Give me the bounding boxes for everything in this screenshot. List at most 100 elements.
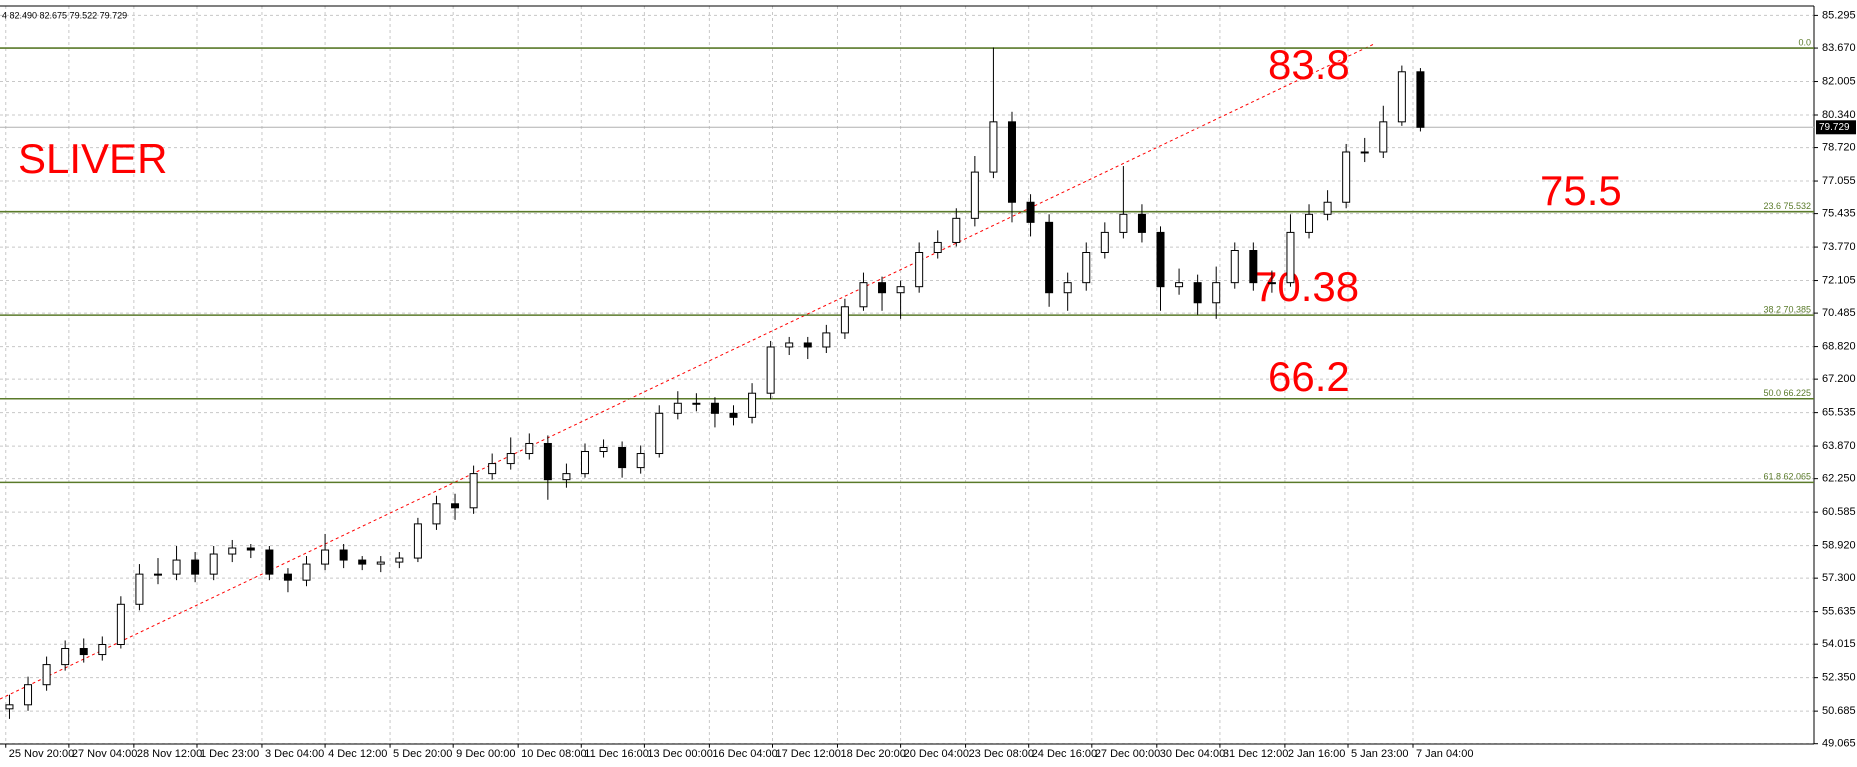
- y-tick-label: 82.005: [1822, 75, 1856, 87]
- x-tick-label: 17 Dec 12:00: [775, 748, 840, 760]
- candle-body: [358, 559, 367, 565]
- annotation: 66.2: [1268, 353, 1350, 400]
- fib-label: 38.2 70.385: [1763, 304, 1811, 314]
- x-tick-label: 2 Jan 16:00: [1288, 748, 1346, 760]
- fib-label: 50.0 66.225: [1763, 388, 1811, 398]
- candle-body: [636, 453, 645, 469]
- y-tick-label: 80.340: [1822, 109, 1856, 121]
- candle-body: [729, 412, 738, 418]
- candle-body: [1193, 282, 1202, 304]
- candle-body: [339, 549, 348, 561]
- x-tick-label: 16 Dec 04:00: [712, 748, 777, 760]
- candle-body: [562, 473, 571, 481]
- candle-body: [246, 547, 255, 551]
- annotations: SLIVER 83.8 75.5 70.38 66.2: [18, 41, 1622, 400]
- candle-body: [1323, 201, 1332, 215]
- candle-body: [321, 549, 330, 565]
- x-tick-label: 18 Dec 20:00: [840, 748, 905, 760]
- x-tick-label: 31 Dec 12:00: [1223, 748, 1288, 760]
- y-tick-label: 68.820: [1822, 340, 1856, 352]
- y-tick-label: 83.670: [1822, 42, 1856, 54]
- candle-body: [692, 402, 701, 405]
- candle-body: [24, 684, 33, 706]
- candle-body: [172, 559, 181, 575]
- candle-body: [1082, 252, 1091, 284]
- candle-body: [451, 503, 460, 509]
- y-tick-label: 62.250: [1822, 473, 1856, 485]
- candle-body: [525, 442, 534, 455]
- candle-body: [803, 342, 812, 348]
- y-tick-label: 77.055: [1822, 175, 1856, 187]
- candle-body: [98, 643, 107, 656]
- candle-body: [1305, 213, 1314, 233]
- candle-body: [302, 563, 311, 581]
- annotation: 83.8: [1268, 41, 1350, 88]
- x-tick-label: 13 Dec 00:00: [647, 748, 712, 760]
- candle-body: [710, 402, 719, 414]
- y-tick-label: 49.065: [1822, 738, 1856, 750]
- candle-body: [748, 392, 757, 418]
- candle-body: [1249, 249, 1258, 284]
- current-price-box: [1816, 120, 1856, 135]
- candle-body: [135, 573, 144, 605]
- candle-body: [1397, 71, 1406, 123]
- y-tick-label: 55.635: [1822, 606, 1856, 618]
- candle-body: [191, 559, 200, 575]
- candle-body: [61, 648, 70, 666]
- candle-body: [469, 473, 478, 509]
- x-tick-label: 20 Dec 04:00: [904, 748, 969, 760]
- candle-body: [543, 442, 552, 481]
- current-price-label: 79.729: [1819, 122, 1850, 133]
- candle-body: [395, 557, 404, 563]
- candle-body: [506, 453, 515, 465]
- y-tick-label: 60.585: [1822, 506, 1856, 518]
- candle-body: [952, 217, 961, 243]
- candle-body: [79, 648, 88, 656]
- candle-body: [42, 664, 51, 686]
- candle-body: [283, 573, 292, 581]
- candle-body: [1026, 201, 1035, 223]
- x-tick-label: 1 Dec 23:00: [200, 748, 259, 760]
- candle-body: [1286, 231, 1295, 284]
- candle-body: [153, 573, 162, 576]
- x-tick-label: 27 Nov 04:00: [72, 748, 137, 760]
- candle-body: [970, 171, 979, 219]
- fib-label: 61.8 62.065: [1763, 472, 1811, 482]
- candle-body: [655, 412, 664, 455]
- candle-body: [933, 241, 942, 254]
- trendline: [0, 43, 1375, 700]
- candle-body: [1137, 213, 1146, 233]
- x-tick-label: 9 Dec 00:00: [456, 748, 515, 760]
- candle-body: [896, 286, 905, 294]
- x-tick-label: 5 Jan 23:00: [1351, 748, 1409, 760]
- annotation: 70.38: [1254, 263, 1359, 310]
- x-tick-label: 24 Dec 16:00: [1032, 748, 1097, 760]
- y-tick-label: 75.435: [1822, 208, 1856, 220]
- candle-body: [1063, 282, 1072, 294]
- x-tick-label: 4 Dec 12:00: [328, 748, 387, 760]
- x-tick-label: 28 Nov 12:00: [137, 748, 202, 760]
- x-tick-label: 10 Dec 08:00: [521, 748, 586, 760]
- ohlc-header: 4 82.490 82.675 79.522 79.729: [2, 10, 127, 20]
- candle-body: [1360, 151, 1369, 154]
- candle-body: [1045, 221, 1054, 294]
- fib-label: 23.6 75.532: [1763, 201, 1811, 211]
- candle-body: [1212, 282, 1221, 304]
- candle-body: [822, 332, 831, 348]
- y-tick-label: 73.770: [1822, 241, 1856, 253]
- x-tick-label: 5 Dec 20:00: [393, 748, 452, 760]
- candle-body: [265, 549, 274, 575]
- annotation: SLIVER: [18, 135, 167, 182]
- candle-body: [915, 252, 924, 288]
- annotation: 75.5: [1540, 167, 1622, 214]
- candle-body: [432, 503, 441, 525]
- y-tick-label: 50.685: [1822, 705, 1856, 717]
- candle-body: [785, 342, 794, 348]
- candle-body: [1100, 231, 1109, 254]
- x-tick-label: 27 Dec 00:00: [1095, 748, 1160, 760]
- candle-body: [673, 402, 682, 414]
- y-tick-label: 57.300: [1822, 572, 1856, 584]
- candle-body: [859, 282, 868, 308]
